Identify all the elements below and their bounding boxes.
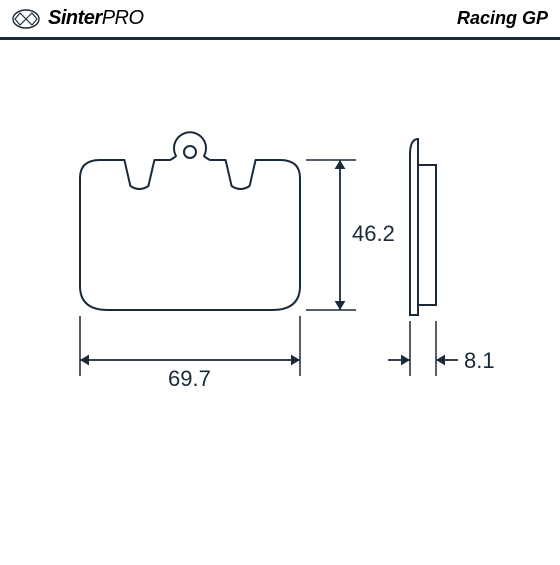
brand-light: PRO — [102, 7, 144, 29]
header-left: SinterPRO — [12, 7, 144, 30]
header-bar: SinterPRO Racing GP — [0, 0, 560, 40]
diagram-canvas: 69.7 46.2 8.1 — [0, 40, 560, 560]
header-right: Racing GP — [447, 8, 548, 29]
dimension-width-value: 69.7 — [168, 366, 211, 392]
brand-bold: Sinter — [48, 7, 102, 29]
product-line-label: Racing GP — [457, 8, 548, 28]
brand-name: SinterPRO — [48, 7, 144, 30]
dimension-height-value: 46.2 — [352, 221, 395, 247]
dimension-thickness-value: 8.1 — [464, 348, 495, 374]
brand-logo-icon — [12, 9, 40, 29]
technical-drawing — [0, 40, 560, 560]
